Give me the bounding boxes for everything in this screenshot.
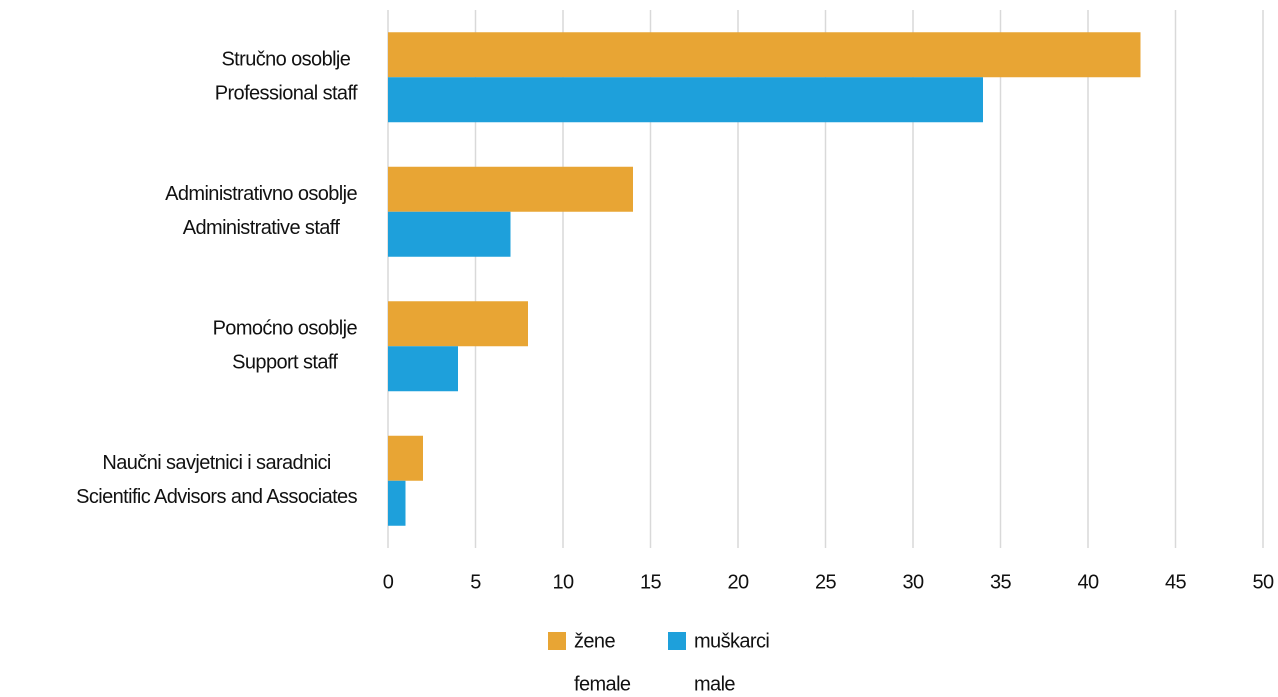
legend-swatch — [668, 632, 686, 650]
y-tick-label: Support staff — [232, 352, 338, 374]
y-tick-label: Naučni savjetnici i saradnici — [102, 452, 330, 474]
bar — [388, 211, 511, 257]
bar — [388, 435, 423, 481]
legend-label: žene — [574, 630, 615, 652]
x-tick-label: 40 — [1077, 571, 1099, 593]
y-tick-label: Administrative staff — [183, 217, 341, 239]
x-tick-label: 0 — [383, 571, 394, 593]
legend-label: female — [574, 673, 631, 695]
bar — [388, 77, 983, 123]
bar — [388, 32, 1141, 78]
y-tick-label: Administrativno osoblje — [165, 183, 357, 205]
legend-label: muškarci — [694, 630, 769, 652]
x-tick-label: 15 — [640, 571, 662, 593]
x-tick-label: 45 — [1165, 571, 1187, 593]
x-tick-label: 35 — [990, 571, 1012, 593]
y-tick-label: Scientific Advisors and Associates — [76, 486, 357, 508]
bar — [388, 346, 458, 392]
x-tick-label: 25 — [815, 571, 837, 593]
x-tick-label: 5 — [470, 571, 481, 593]
x-tick-label: 30 — [902, 571, 924, 593]
bar — [388, 166, 633, 212]
legend-label: male — [694, 673, 735, 695]
y-tick-label: Pomoćno osoblje — [213, 318, 358, 340]
bar — [388, 301, 528, 347]
x-tick-label: 50 — [1252, 571, 1274, 593]
legend-swatch — [548, 632, 566, 650]
x-tick-label: 10 — [552, 571, 574, 593]
y-tick-label: Stručno osoblje — [221, 49, 350, 71]
y-tick-label: Professional staff — [215, 83, 358, 105]
x-tick-label: 20 — [727, 571, 749, 593]
bar — [388, 480, 406, 526]
